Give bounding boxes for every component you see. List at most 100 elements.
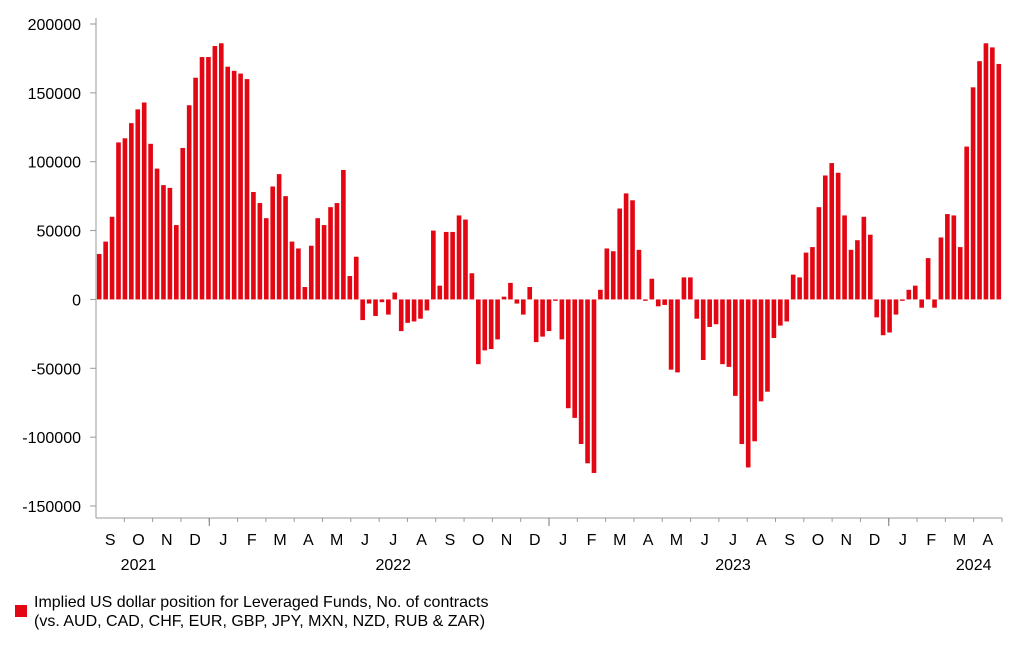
bar [951, 215, 957, 300]
x-month-label: N [501, 532, 513, 549]
bar [276, 174, 282, 300]
bar [713, 299, 719, 325]
x-month-label: M [953, 532, 966, 549]
bar [790, 274, 796, 300]
bar [431, 230, 436, 300]
bar [244, 79, 250, 300]
y-tick-label: 50000 [37, 224, 82, 241]
bar [855, 240, 860, 300]
x-month-label: J [219, 532, 227, 549]
bar [553, 299, 558, 301]
x-month-label: O [472, 532, 484, 549]
bar [559, 299, 565, 340]
x-month-label: D [869, 532, 881, 549]
x-month-label: F [587, 532, 597, 549]
bar [797, 277, 802, 300]
x-month-label: M [273, 532, 286, 549]
bar [135, 109, 141, 300]
y-tick-label: 100000 [28, 155, 81, 172]
bar [970, 87, 976, 300]
x-month-label: N [161, 532, 173, 549]
bar [443, 231, 449, 300]
bar [231, 70, 237, 300]
legend-label-line2: (vs. AUD, CAD, CHF, EUR, GBP, JPY, MXN, … [34, 613, 486, 630]
bar [565, 299, 571, 409]
bar [103, 241, 108, 300]
bar [675, 299, 680, 373]
y-tick-label: 150000 [28, 86, 81, 103]
bar [977, 61, 982, 300]
x-month-label: O [812, 532, 824, 549]
bar [154, 168, 160, 300]
bar [546, 299, 552, 332]
bar [148, 143, 153, 300]
bar [733, 299, 738, 396]
bar [251, 192, 256, 300]
bar [501, 296, 507, 300]
bar [418, 299, 423, 319]
bar [206, 57, 211, 300]
x-month-label: A [416, 532, 427, 549]
y-tick-label: -150000 [22, 499, 81, 516]
bar [488, 299, 494, 350]
bar [784, 299, 790, 322]
bar [758, 299, 764, 402]
y-axis: 200000 150000 100000 50000 0 -50000 -100000 -15… [22, 17, 97, 518]
bar [700, 299, 706, 361]
x-month-label: J [361, 532, 369, 549]
bar [643, 299, 648, 301]
bar [617, 208, 622, 300]
bar [591, 299, 597, 473]
bar [720, 299, 725, 365]
bar [218, 43, 224, 300]
legend-swatch [15, 605, 27, 617]
bar [392, 292, 398, 300]
bar [745, 299, 751, 468]
bar [771, 299, 777, 338]
bar [662, 299, 667, 305]
bar [398, 299, 404, 332]
bar [572, 299, 578, 418]
bar [726, 299, 732, 367]
bar [347, 276, 353, 300]
bar [893, 299, 899, 315]
bar [932, 299, 937, 308]
bar [360, 299, 365, 321]
x-month-label: M [330, 532, 343, 549]
bar [270, 186, 276, 300]
bar [900, 299, 905, 301]
x-month-label: S [105, 532, 116, 549]
bar [604, 248, 610, 300]
bar [688, 277, 693, 300]
bar [341, 169, 346, 300]
bar [649, 278, 655, 300]
bar [752, 299, 757, 442]
legend-label: Implied US dollar position for Leveraged… [34, 593, 488, 631]
bar [328, 207, 333, 300]
bar [463, 219, 468, 300]
bar [450, 231, 455, 300]
bar [334, 203, 340, 300]
bar [296, 248, 301, 300]
bar [803, 252, 809, 300]
x-month-label: A [303, 532, 314, 549]
bar [816, 207, 822, 300]
bar [161, 185, 166, 300]
bar [476, 299, 481, 365]
x-month-label: O [132, 532, 144, 549]
bar [887, 299, 892, 333]
bar [778, 299, 783, 326]
bar [655, 299, 661, 307]
bar [925, 258, 931, 300]
bar [919, 299, 924, 308]
bar [174, 225, 179, 300]
bar [514, 299, 520, 304]
bar [842, 215, 847, 300]
bar [469, 273, 475, 300]
x-month-label: J [701, 532, 709, 549]
bar [386, 299, 391, 315]
bar [141, 102, 147, 300]
bar [681, 277, 687, 300]
bar [912, 285, 918, 300]
